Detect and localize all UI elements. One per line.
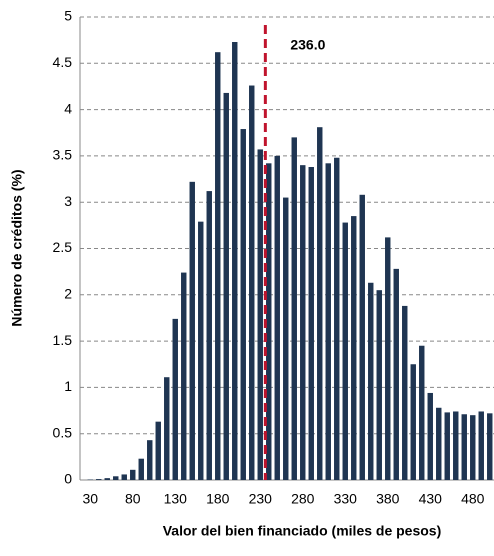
y-tick-label: 0 bbox=[64, 471, 72, 487]
bar bbox=[164, 377, 169, 480]
bar bbox=[241, 129, 246, 480]
bar bbox=[428, 393, 433, 480]
bar bbox=[360, 195, 365, 480]
y-tick-label: 5 bbox=[64, 8, 72, 24]
bar bbox=[173, 319, 178, 480]
bar bbox=[402, 306, 407, 480]
bar bbox=[249, 86, 254, 480]
x-tick-label: 380 bbox=[376, 491, 400, 507]
bar bbox=[156, 422, 161, 480]
bar bbox=[292, 137, 297, 480]
bar bbox=[385, 237, 390, 480]
y-tick-label: 3 bbox=[64, 193, 72, 209]
bar bbox=[445, 412, 450, 480]
x-tick-label: 330 bbox=[334, 491, 358, 507]
y-tick-label: 2 bbox=[64, 286, 72, 302]
bar bbox=[394, 269, 399, 480]
bar bbox=[275, 156, 280, 480]
bar bbox=[207, 191, 212, 480]
y-tick-label: 3.5 bbox=[53, 147, 73, 163]
bar bbox=[198, 222, 203, 480]
bar bbox=[190, 182, 195, 480]
bar bbox=[300, 165, 305, 480]
bar bbox=[122, 474, 127, 480]
y-axis-label: Número de créditos (%) bbox=[9, 169, 25, 326]
bar bbox=[283, 198, 288, 480]
x-tick-label: 180 bbox=[206, 491, 230, 507]
y-tick-label: 2.5 bbox=[53, 239, 73, 255]
bar bbox=[326, 163, 331, 480]
bar bbox=[309, 167, 314, 480]
bar bbox=[343, 223, 348, 480]
bar bbox=[130, 470, 135, 480]
bar bbox=[462, 414, 467, 480]
bar bbox=[139, 459, 144, 480]
x-tick-label: 230 bbox=[249, 491, 273, 507]
bar bbox=[334, 158, 339, 480]
bar bbox=[317, 127, 322, 480]
bar bbox=[113, 476, 118, 480]
y-tick-label: 4 bbox=[64, 100, 72, 116]
bar bbox=[368, 283, 373, 480]
bar bbox=[96, 479, 101, 480]
bar bbox=[453, 411, 458, 480]
x-tick-label: 80 bbox=[125, 491, 141, 507]
y-tick-label: 1 bbox=[64, 378, 72, 394]
bar bbox=[411, 364, 416, 480]
bar bbox=[436, 408, 441, 480]
bar bbox=[479, 411, 484, 480]
reference-label: 236.0 bbox=[290, 37, 325, 53]
bar bbox=[181, 273, 186, 480]
bar bbox=[105, 478, 110, 480]
bar bbox=[377, 290, 382, 480]
x-tick-label: 130 bbox=[164, 491, 188, 507]
x-tick-label: 30 bbox=[82, 491, 98, 507]
bar bbox=[147, 440, 152, 480]
x-tick-label: 480 bbox=[461, 491, 485, 507]
bar bbox=[224, 93, 229, 480]
x-tick-label: 280 bbox=[291, 491, 315, 507]
bar bbox=[215, 52, 220, 480]
y-tick-label: 1.5 bbox=[53, 332, 73, 348]
bar bbox=[232, 42, 237, 480]
bar bbox=[258, 149, 263, 480]
y-tick-label: 0.5 bbox=[53, 424, 73, 440]
bar bbox=[351, 216, 356, 480]
y-tick-label: 4.5 bbox=[53, 54, 73, 70]
bar bbox=[487, 413, 492, 480]
bar bbox=[470, 415, 475, 480]
x-axis-label: Valor del bien financiado (miles de peso… bbox=[163, 523, 442, 539]
bar bbox=[419, 346, 424, 480]
x-tick-label: 430 bbox=[419, 491, 443, 507]
